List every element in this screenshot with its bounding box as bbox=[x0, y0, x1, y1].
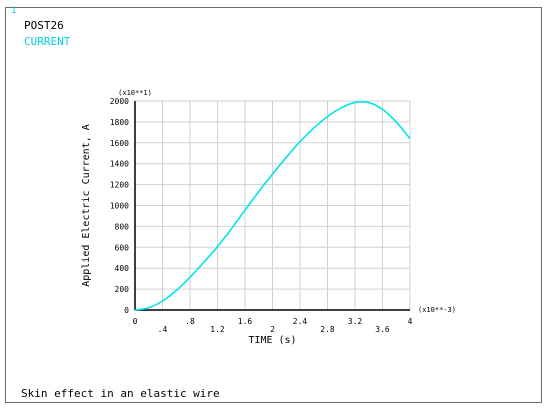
x-tick-label: 3.2 bbox=[348, 317, 363, 326]
y-tick-label: 200 bbox=[115, 285, 130, 294]
y-tick-label: 400 bbox=[115, 264, 130, 273]
y-tick-label: 800 bbox=[115, 222, 130, 231]
y-axis-title: Applied Electric Current, A bbox=[81, 124, 92, 287]
x-tick-label: 2.8 bbox=[320, 325, 335, 334]
x-tick-label: 1.2 bbox=[210, 325, 225, 334]
footer-title: Skin effect in an elastic wire bbox=[21, 387, 220, 400]
y-tick-label: 2000 bbox=[110, 97, 129, 106]
y-tick-label: 1400 bbox=[110, 160, 129, 169]
x-tick-label: .8 bbox=[185, 317, 195, 326]
y-tick-label: 1800 bbox=[110, 118, 129, 127]
y-tick-label: 1000 bbox=[110, 202, 129, 211]
x-tick-label: .4 bbox=[158, 325, 168, 334]
y-tick-label: 1200 bbox=[110, 181, 129, 190]
x-tick-label: 3.6 bbox=[375, 325, 390, 334]
series-line-current bbox=[134, 101, 411, 311]
x-multiplier-label: (x10**-3) bbox=[418, 306, 456, 314]
x-tick-label: 2.4 bbox=[293, 317, 308, 326]
y-multiplier-label: (x10**1) bbox=[118, 89, 152, 97]
y-tick-label: 600 bbox=[115, 243, 130, 252]
y-tick-label: 0 bbox=[124, 306, 129, 315]
window-number: 1 bbox=[11, 6, 17, 16]
x-tick-label: 2 bbox=[270, 325, 275, 334]
header-current: CURRENT bbox=[24, 35, 71, 48]
header-post26: POST26 bbox=[24, 19, 64, 32]
y-tick-label: 1600 bbox=[110, 139, 129, 148]
x-tick-label: 4 bbox=[408, 317, 413, 326]
x-axis-title: TIME (s) bbox=[248, 335, 296, 346]
x-tick-label: 1.6 bbox=[238, 317, 253, 326]
x-tick-label: 0 bbox=[133, 317, 138, 326]
